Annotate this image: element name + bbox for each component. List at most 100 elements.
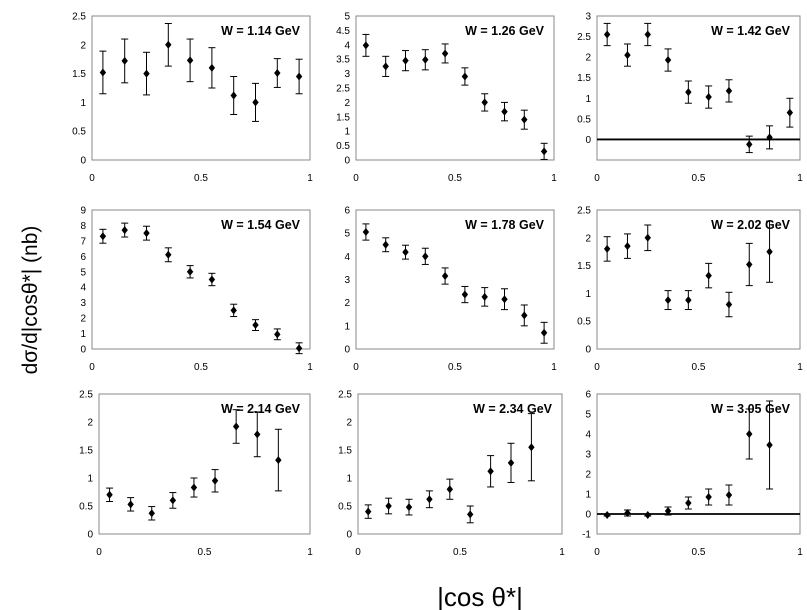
data-point <box>121 56 128 65</box>
y-tick-label: 1.5 <box>338 446 352 457</box>
y-tick-label: 2.5 <box>577 206 591 217</box>
y-tick-label: 0 <box>80 345 86 356</box>
y-tick-label: 0 <box>585 345 591 356</box>
x-tick-label: 0.5 <box>692 547 706 558</box>
data-point <box>230 91 237 100</box>
y-tick-label: 2.5 <box>336 84 350 95</box>
x-tick-label: 1 <box>307 547 313 558</box>
x-tick-label: 1 <box>551 362 557 373</box>
data-point <box>274 69 281 78</box>
data-point <box>441 49 449 58</box>
data-point <box>481 292 488 301</box>
y-tick-label: 0 <box>346 530 352 541</box>
data-point <box>295 344 303 353</box>
y-axis-title: dσ/d|cosθ*| (nb) <box>19 226 42 375</box>
data-point <box>766 247 773 256</box>
y-tick-label: 0 <box>344 156 350 167</box>
x-tick-label: 1 <box>307 173 313 184</box>
data-point <box>274 330 281 339</box>
data-point <box>186 56 194 65</box>
y-tick-label: 6 <box>80 252 86 263</box>
data-point <box>540 328 548 337</box>
data-point <box>422 55 429 64</box>
x-tick-label: 0 <box>89 173 95 184</box>
x-tick-label: 1 <box>797 362 803 373</box>
data-point <box>521 115 528 124</box>
y-tick-label: 0 <box>80 156 86 167</box>
x-tick-label: 0.5 <box>453 547 467 558</box>
y-tick-label: 0.5 <box>577 317 591 328</box>
x-tick-label: 0 <box>594 173 600 184</box>
x-tick-label: 1 <box>307 362 313 373</box>
y-tick-label: 3 <box>344 275 350 286</box>
y-tick-label: 2 <box>585 233 591 244</box>
x-tick-label: 1 <box>551 173 557 184</box>
y-tick-label: 3 <box>80 298 86 309</box>
data-point <box>99 232 107 241</box>
data-point <box>211 476 219 485</box>
panel-1: 0 0.5 1 1.5 2 2.5 0 0.5 1 W = 1.14 GeV <box>72 12 313 185</box>
data-point <box>766 133 773 142</box>
data-point <box>705 493 712 501</box>
y-tick-label: 6 <box>585 390 591 401</box>
x-tick-label: 0.5 <box>194 173 208 184</box>
y-tick-label: 0.5 <box>577 114 591 125</box>
y-tick-label: 4 <box>344 40 350 51</box>
y-tick-label: 0 <box>344 345 350 356</box>
data-point <box>441 272 449 281</box>
data-point <box>426 495 433 504</box>
data-point <box>382 62 389 71</box>
plot-frame <box>357 393 563 535</box>
x-tick-label: 0.5 <box>194 362 208 373</box>
y-tick-label: 1 <box>80 98 86 109</box>
data-point <box>725 491 733 499</box>
data-point <box>148 509 155 518</box>
data-point <box>664 56 672 65</box>
y-tick-label: 0.5 <box>72 127 86 138</box>
x-tick-label: 0 <box>96 547 102 558</box>
data-point <box>127 500 134 509</box>
data-point <box>461 72 469 81</box>
y-tick-label: 3 <box>344 69 350 80</box>
y-tick-label: 8 <box>80 221 86 232</box>
plot-frame <box>596 393 801 535</box>
y-tick-label: 1 <box>585 94 591 105</box>
y-tick-label: 3 <box>585 450 591 461</box>
x-tick-label: 0 <box>89 362 95 373</box>
plot-frame <box>596 209 801 350</box>
y-tick-label: 0 <box>585 510 591 521</box>
data-point <box>365 507 372 516</box>
data-point <box>624 509 631 517</box>
y-tick-label: 1 <box>585 490 591 501</box>
y-tick-label: 5 <box>344 229 350 240</box>
plot-frame <box>596 15 801 161</box>
data-point <box>190 483 198 492</box>
data-point <box>467 510 474 519</box>
data-point <box>481 98 488 107</box>
panel-5: 0 1 2 3 4 5 6 0 0.5 1 W = 1.78 GeV <box>344 206 557 374</box>
panel-title: W = 1.26 GeV <box>465 24 545 38</box>
data-point <box>275 456 282 465</box>
y-tick-label: 2 <box>585 53 591 64</box>
data-point <box>385 502 392 510</box>
y-tick-label: 0.5 <box>338 502 352 513</box>
panel-title: W = 1.42 GeV <box>711 24 791 38</box>
y-tick-label: 1 <box>346 474 352 485</box>
y-tick-label: 2.5 <box>577 32 591 43</box>
data-point <box>766 441 773 449</box>
data-point <box>786 108 794 117</box>
data-point <box>725 300 733 309</box>
y-tick-label: 6 <box>344 206 350 217</box>
y-tick-label: 0 <box>585 135 591 146</box>
y-tick-label: 2 <box>344 298 350 309</box>
data-point <box>382 240 389 249</box>
data-point <box>540 147 548 156</box>
y-tick-label: 5 <box>585 410 591 421</box>
data-point <box>208 275 216 284</box>
data-point <box>252 321 259 330</box>
data-point <box>644 511 651 519</box>
y-tick-label: 0.5 <box>336 141 350 152</box>
x-tick-label: 0 <box>594 547 600 558</box>
x-tick-label: 0.5 <box>448 362 462 373</box>
y-tick-label: 2.5 <box>79 390 93 401</box>
